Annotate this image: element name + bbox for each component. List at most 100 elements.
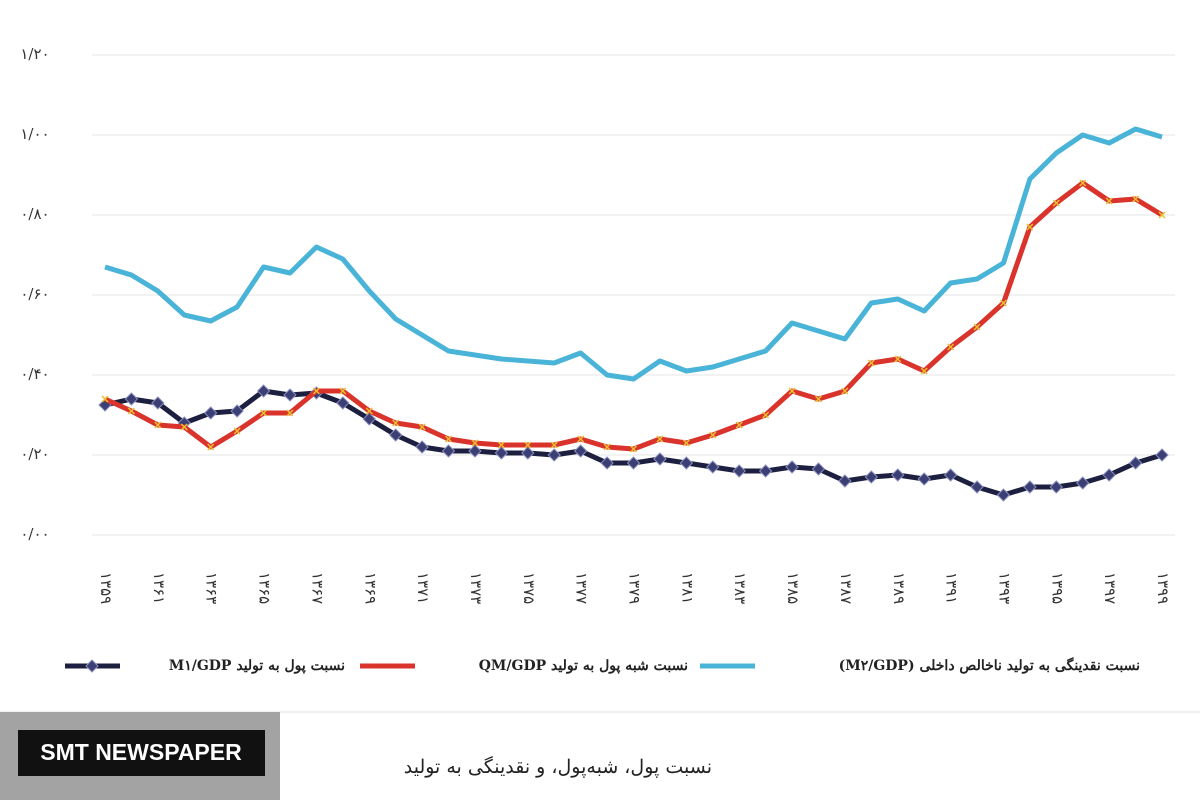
x-tick-label: ۱۳۸۹ bbox=[890, 572, 908, 604]
y-tick-label: ۰/۴۰ bbox=[20, 365, 49, 383]
x-tick-label: ۱۳۶۱ bbox=[150, 572, 168, 604]
marker bbox=[444, 435, 453, 443]
x-tick-label: ۱۳۸۵ bbox=[784, 572, 802, 604]
marker bbox=[894, 355, 902, 363]
marker bbox=[947, 343, 955, 351]
marker bbox=[682, 439, 690, 447]
y-tick-label: ۰/۶۰ bbox=[20, 285, 49, 303]
marker bbox=[679, 456, 694, 470]
x-tick-label: ۱۳۷۷ bbox=[573, 572, 591, 604]
marker bbox=[973, 323, 981, 331]
x-tick-label: ۱۳۹۹ bbox=[1154, 572, 1172, 604]
marker bbox=[207, 443, 215, 451]
series-line bbox=[104, 126, 1163, 382]
x-tick-label: ۱۳۶۵ bbox=[256, 572, 274, 604]
marker bbox=[494, 446, 509, 460]
marker bbox=[732, 464, 746, 478]
marker bbox=[388, 428, 403, 442]
marker bbox=[603, 443, 611, 451]
logo-box bbox=[18, 730, 265, 776]
marker bbox=[441, 444, 456, 458]
marker bbox=[415, 440, 429, 454]
marker bbox=[233, 427, 241, 435]
marker bbox=[312, 387, 320, 395]
series-line bbox=[103, 180, 1164, 452]
marker bbox=[814, 395, 823, 403]
marker bbox=[626, 456, 641, 470]
marker bbox=[1158, 211, 1166, 219]
x-tick-label: ۱۳۹۳ bbox=[995, 572, 1013, 604]
marker bbox=[1128, 456, 1143, 470]
x-tick-label: ۱۳۸۷ bbox=[837, 572, 855, 604]
marker bbox=[154, 421, 162, 429]
marker bbox=[943, 468, 958, 482]
y-tick-label: ۰/۸۰ bbox=[20, 205, 49, 223]
marker bbox=[124, 392, 139, 406]
marker bbox=[1023, 480, 1037, 494]
y-tick-label: ۱/۰۰ bbox=[20, 125, 49, 143]
marker bbox=[471, 439, 479, 447]
x-tick-label: ۱۳۶۹ bbox=[361, 572, 379, 604]
marker bbox=[547, 448, 561, 462]
marker bbox=[256, 384, 271, 398]
marker bbox=[497, 441, 505, 449]
marker bbox=[339, 387, 347, 395]
marker bbox=[418, 423, 426, 431]
x-tick-label: ۱۳۷۱ bbox=[414, 572, 432, 604]
x-tick-label: ۱۳۹۷ bbox=[1101, 572, 1119, 604]
marker bbox=[577, 435, 585, 443]
x-tick-label: ۱۳۷۳ bbox=[467, 572, 485, 604]
marker bbox=[573, 444, 588, 458]
marker bbox=[841, 387, 849, 395]
legend-marker bbox=[85, 659, 99, 673]
marker bbox=[999, 299, 1007, 307]
legend-label: نسبت نقدینگی به تولید ناخالص داخلی (M۲/G… bbox=[839, 657, 1140, 674]
marker bbox=[286, 409, 294, 417]
y-tick-label: ۰/۲۰ bbox=[20, 445, 49, 463]
marker bbox=[811, 462, 826, 476]
legend-label: نسبت پول به تولید M۱/GDP bbox=[169, 658, 345, 674]
marker bbox=[785, 460, 799, 474]
marker bbox=[365, 407, 373, 415]
marker bbox=[362, 412, 376, 426]
marker bbox=[600, 456, 614, 470]
x-tick-label: ۱۳۷۵ bbox=[520, 572, 538, 604]
marker bbox=[468, 444, 482, 458]
marker bbox=[151, 396, 165, 410]
marker bbox=[656, 435, 664, 443]
x-tick-label: ۱۳۸۱ bbox=[678, 572, 696, 604]
marker bbox=[788, 387, 796, 395]
marker bbox=[1102, 468, 1116, 482]
marker bbox=[1026, 223, 1034, 231]
marker bbox=[260, 409, 268, 417]
x-tick-label: ۱۳۵۹ bbox=[97, 572, 115, 604]
marker bbox=[735, 421, 743, 429]
marker bbox=[1105, 197, 1113, 205]
marker bbox=[891, 468, 905, 482]
marker bbox=[101, 395, 109, 403]
marker bbox=[524, 441, 532, 449]
marker bbox=[706, 460, 720, 474]
marker bbox=[230, 404, 244, 418]
marker bbox=[1079, 179, 1087, 187]
logo: SMT NEWSPAPER bbox=[40, 739, 242, 765]
marker bbox=[709, 431, 717, 439]
marker bbox=[550, 441, 558, 449]
marker bbox=[867, 359, 875, 367]
x-tick-label: ۱۳۶۷ bbox=[308, 572, 326, 604]
marker bbox=[180, 423, 188, 431]
marker bbox=[1076, 476, 1090, 490]
marker bbox=[970, 480, 984, 494]
x-tick-label: ۱۳۷۹ bbox=[626, 572, 644, 604]
marker bbox=[283, 388, 297, 402]
marker bbox=[864, 470, 879, 484]
marker bbox=[392, 419, 400, 427]
marker bbox=[758, 464, 773, 478]
x-tick-label: ۱۳۹۱ bbox=[943, 572, 961, 604]
caption: نسبت پول، شبه‌پول، و نقدینگی به تولید bbox=[404, 755, 712, 778]
marker bbox=[127, 407, 135, 415]
marker bbox=[996, 488, 1011, 502]
marker bbox=[762, 411, 770, 419]
